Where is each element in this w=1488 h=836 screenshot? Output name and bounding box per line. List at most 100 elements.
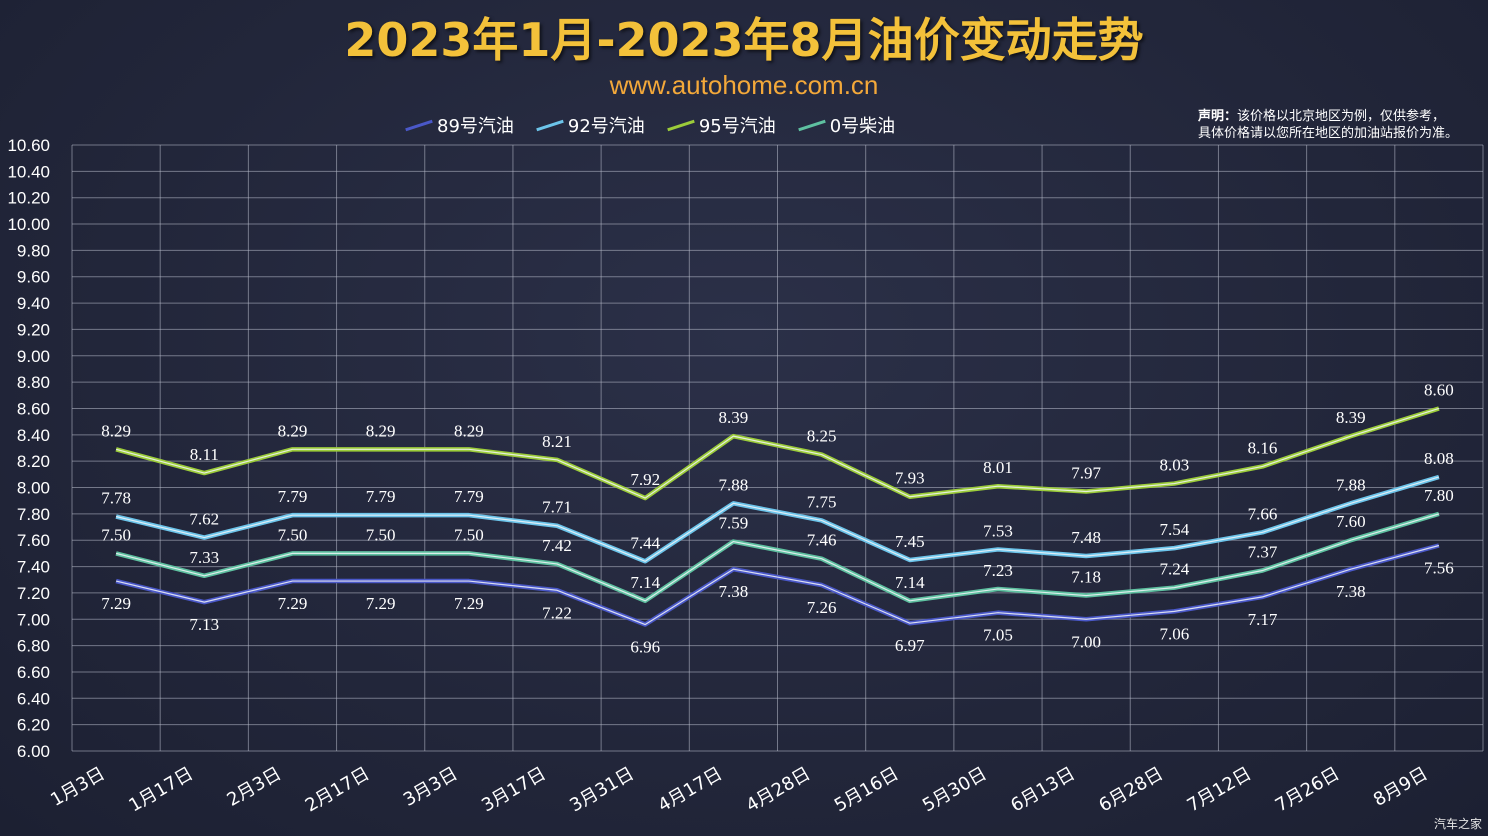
data-label: 7.26 <box>807 598 837 617</box>
x-tick-label: 1月3日 <box>47 763 109 811</box>
data-label: 7.18 <box>1071 568 1101 587</box>
x-tick-label: 1月17日 <box>125 763 196 816</box>
x-tick-label: 5月16日 <box>831 763 902 816</box>
x-tick-label: 2月17日 <box>302 763 373 816</box>
chart-grid <box>71 144 1484 752</box>
data-label: 8.25 <box>807 427 837 446</box>
data-label: 7.38 <box>719 582 749 601</box>
disclaimer-line-1: 该价格以北京地区为例，仅供参考， <box>1237 109 1446 124</box>
data-label: 7.24 <box>1159 560 1189 579</box>
y-tick-label: 6.00 <box>17 742 50 761</box>
data-label: 8.11 <box>190 445 219 464</box>
x-tick-label: 4月17日 <box>654 763 725 816</box>
y-tick-label: 10.00 <box>7 215 50 234</box>
data-label: 7.50 <box>366 525 396 544</box>
disclaimer-note: 声明：该价格以北京地区为例，仅供参考， 具体价格请以您所在地区的加油站报价为准。 <box>1198 108 1476 142</box>
x-tick-label: 6月28日 <box>1095 763 1166 816</box>
data-label: 7.78 <box>101 489 131 508</box>
data-label: 7.37 <box>1248 543 1278 562</box>
series-line-inner <box>115 544 1440 626</box>
data-label: 7.50 <box>278 525 308 544</box>
y-tick-label: 10.20 <box>7 189 50 208</box>
data-label: 7.23 <box>983 561 1013 580</box>
series-line-inner <box>115 407 1440 499</box>
data-label: 7.60 <box>1336 512 1366 531</box>
data-label: 7.33 <box>189 548 219 567</box>
legend-item: 89号汽油 <box>405 112 514 138</box>
data-label: 8.08 <box>1424 449 1454 468</box>
data-label: 7.71 <box>542 498 572 517</box>
data-label: 7.88 <box>719 475 749 494</box>
data-label: 8.39 <box>719 408 749 427</box>
data-label: 7.17 <box>1248 610 1278 629</box>
legend: 89号汽油 92号汽油 95号汽油 0号柴油 <box>405 112 895 138</box>
x-tick-label: 6月13日 <box>1007 763 1078 816</box>
data-label: 7.79 <box>454 487 484 506</box>
data-label: 7.13 <box>189 615 219 634</box>
disclaimer-line-2: 具体价格请以您所在地区的加油站报价为准。 <box>1198 126 1459 141</box>
y-tick-label: 8.00 <box>17 479 50 498</box>
series-line-inner <box>115 476 1440 562</box>
series-line-inner <box>115 513 1440 602</box>
data-label: 6.97 <box>895 636 925 655</box>
data-label: 8.01 <box>983 458 1013 477</box>
x-tick-label: 8月9日 <box>1370 763 1432 811</box>
y-tick-label: 10.40 <box>7 162 50 181</box>
y-axis: 10.60 10.40 10.20 10.00 9.80 9.60 9.40 9.20 9.00… <box>7 136 50 761</box>
data-label: 7.66 <box>1248 504 1278 523</box>
x-tick-label: 7月12日 <box>1184 763 1255 816</box>
data-label: 7.14 <box>630 573 660 592</box>
data-label: 7.29 <box>454 594 484 613</box>
x-tick-label: 7月26日 <box>1272 763 1343 816</box>
legend-item: 92号汽油 <box>536 112 645 138</box>
y-tick-label: 6.40 <box>17 689 50 708</box>
data-label: 8.39 <box>1336 408 1366 427</box>
data-label: 7.42 <box>542 536 572 555</box>
data-label: 7.29 <box>278 594 308 613</box>
data-label: 7.93 <box>895 469 925 488</box>
y-tick-label: 7.40 <box>17 558 50 577</box>
data-label: 8.29 <box>101 421 131 440</box>
y-tick-label: 10.60 <box>7 136 50 155</box>
data-labels: 7.29 7.13 7.29 7.29 7.29 7.22 6.96 7.38 7.26 6.97… <box>101 380 1454 656</box>
disclaimer-label: 声明： <box>1198 109 1238 124</box>
x-tick-label: 2月3日 <box>223 763 285 811</box>
y-tick-label: 8.40 <box>17 426 50 445</box>
y-tick-label: 7.60 <box>17 531 50 550</box>
data-label: 8.29 <box>366 421 396 440</box>
data-label: 8.60 <box>1424 380 1454 399</box>
data-label: 7.22 <box>542 603 572 622</box>
chart-subtitle: www.autohome.com.cn <box>609 70 879 100</box>
data-label: 7.45 <box>895 532 925 551</box>
data-label: 7.92 <box>630 470 660 489</box>
data-label: 7.46 <box>807 531 837 550</box>
legend-item: 0号柴油 <box>797 112 896 138</box>
legend-label: 95号汽油 <box>698 116 776 137</box>
data-label: 8.03 <box>1159 456 1189 475</box>
data-label: 7.48 <box>1071 528 1101 547</box>
data-label: 7.75 <box>807 492 837 511</box>
data-label: 7.56 <box>1424 558 1454 577</box>
data-label: 8.16 <box>1248 438 1278 457</box>
legend-label: 89号汽油 <box>437 116 514 137</box>
data-label: 8.29 <box>278 421 308 440</box>
watermark: 汽车之家 <box>1433 817 1482 831</box>
y-tick-label: 9.00 <box>17 347 50 366</box>
series-lines <box>115 406 1440 627</box>
data-label: 8.21 <box>542 432 572 451</box>
y-tick-label: 6.80 <box>17 637 50 656</box>
y-tick-label: 7.00 <box>17 610 50 629</box>
data-label: 7.62 <box>189 510 219 529</box>
data-label: 7.80 <box>1424 486 1454 505</box>
data-label: 6.96 <box>630 638 660 657</box>
legend-item: 95号汽油 <box>667 112 776 138</box>
data-label: 7.88 <box>1336 475 1366 494</box>
data-label: 7.05 <box>983 626 1013 645</box>
data-label: 7.54 <box>1159 520 1189 539</box>
x-axis: 1月3日 1月17日 2月3日 2月17日 3月3日 3月17日 3月31日 4月17日 4月2… <box>47 763 1431 816</box>
data-label: 7.38 <box>1336 582 1366 601</box>
x-tick-label: 3月17日 <box>478 763 549 816</box>
legend-label: 92号汽油 <box>567 116 645 137</box>
data-label: 7.00 <box>1071 632 1101 651</box>
legend-label: 0号柴油 <box>829 116 896 137</box>
